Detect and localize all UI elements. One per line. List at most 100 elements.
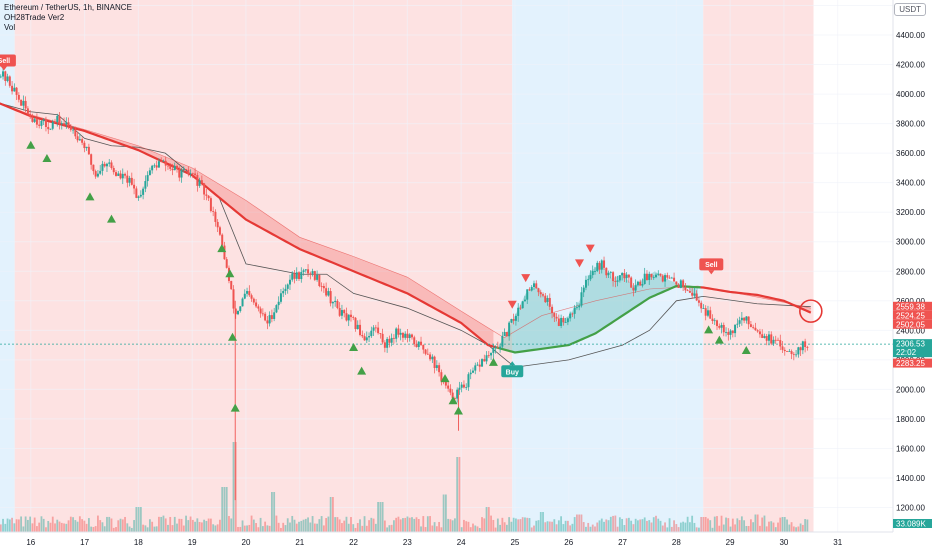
- volume-bar: [191, 519, 194, 532]
- volume-bar: [343, 520, 346, 532]
- symbol-title[interactable]: Ethereum / TetherUS, 1h, BINANCE: [4, 3, 132, 12]
- buy-arrow-icon: [228, 332, 238, 341]
- candle-body: [207, 195, 210, 199]
- candle-body: [643, 273, 646, 285]
- price-tick: 4000.00: [896, 90, 925, 99]
- candle-body: [155, 165, 158, 168]
- candle-body: [252, 298, 255, 303]
- buy-arrow-icon: [230, 403, 240, 412]
- candle-body: [478, 364, 481, 367]
- candle-body: [512, 319, 515, 321]
- volume-bar: [130, 527, 133, 532]
- volume-bar: [743, 520, 746, 532]
- volume-bar: [169, 516, 172, 532]
- volume-bar: [646, 520, 648, 532]
- volume-bar: [214, 525, 217, 532]
- volume-bar: [535, 520, 538, 532]
- candle-body: [232, 289, 235, 309]
- price-tick: 3400.00: [896, 179, 925, 188]
- candle-body: [399, 332, 402, 335]
- candle-body: [675, 281, 678, 285]
- volume-bar: [67, 520, 70, 532]
- candle-body: [469, 372, 472, 375]
- candle-body: [542, 294, 545, 296]
- candle-body: [623, 273, 626, 279]
- stop-line: [0, 102, 811, 368]
- candle-body: [24, 100, 27, 109]
- volume-bar: [546, 521, 549, 532]
- volume-bar: [90, 526, 93, 532]
- volume-bar: [713, 516, 716, 532]
- candle-body: [677, 284, 680, 288]
- volume-bar: [557, 520, 560, 532]
- volume-bar: [295, 523, 298, 532]
- candle-body: [83, 142, 86, 149]
- candle-body: [474, 365, 477, 371]
- candle-body: [569, 313, 572, 319]
- volume-bar: [643, 517, 646, 532]
- volume-bar: [230, 518, 233, 532]
- candle-body: [605, 267, 608, 276]
- candle-body: [334, 300, 337, 303]
- candle-body: [743, 317, 746, 321]
- volume-bar: [637, 520, 639, 532]
- candle-body: [345, 313, 348, 321]
- volume-indicator-name[interactable]: Vol: [4, 23, 16, 32]
- candle-body: [410, 334, 413, 338]
- volume-bar: [650, 522, 653, 532]
- time-tick: 26: [564, 538, 573, 547]
- candle-body: [806, 347, 809, 348]
- volume-bar: [162, 515, 165, 532]
- candle-body: [639, 281, 642, 286]
- volume-bar: [327, 516, 330, 532]
- candle-body: [777, 339, 780, 341]
- candle-body: [230, 280, 233, 290]
- buy-arrow-icon: [357, 366, 367, 375]
- price-axis[interactable]: 1200.001400.001600.001800.002000.002200.…: [892, 0, 932, 550]
- volume-bar: [788, 524, 791, 532]
- volume-bar: [284, 525, 287, 532]
- volume-bar: [45, 527, 47, 532]
- time-tick: 24: [457, 538, 466, 547]
- volume-bar: [503, 522, 506, 532]
- volume-bar: [85, 523, 88, 532]
- candle-body: [765, 336, 768, 341]
- chart-legend: Ethereum / TetherUS, 1h, BINANCE OH28Tra…: [4, 3, 132, 33]
- volume-bar: [261, 526, 264, 532]
- time-axis[interactable]: 16 17 18 19 20 21 22 23 24 25 26 27 28 29 30 31: [0, 531, 893, 550]
- time-tick: 31: [833, 538, 842, 547]
- candle-body: [35, 119, 38, 125]
- candle-body: [130, 177, 133, 185]
- volume-bar: [121, 519, 124, 532]
- candle-body: [374, 327, 377, 329]
- volume-bar: [56, 519, 59, 532]
- price-label-bg: [893, 339, 932, 358]
- candle-body: [187, 169, 190, 175]
- time-tick: 27: [618, 538, 627, 547]
- candle-body: [85, 146, 88, 149]
- volume-bar: [372, 518, 375, 532]
- candle-body: [731, 330, 734, 334]
- volume-bar: [474, 525, 477, 532]
- candle-body: [566, 318, 569, 323]
- volume-bar: [173, 516, 176, 532]
- currency-selector[interactable]: USDT: [894, 3, 926, 16]
- volume-bar: [4, 523, 7, 532]
- volume-bar: [492, 519, 495, 532]
- candle-body: [616, 280, 619, 282]
- candle-body: [720, 324, 723, 328]
- volume-bar: [571, 523, 574, 532]
- time-tick: 28: [672, 538, 681, 547]
- volume-bar: [167, 524, 169, 532]
- candle-body: [42, 119, 45, 121]
- volume-bar: [749, 519, 752, 532]
- candle-body: [661, 275, 664, 282]
- volume-bar: [397, 516, 400, 532]
- candle-body: [293, 273, 296, 279]
- volume-bar: [17, 519, 20, 532]
- volume-bar: [655, 515, 657, 532]
- volume-bar: [203, 519, 206, 532]
- volume-bar: [447, 518, 450, 532]
- indicator-name[interactable]: OH28Trade Ver2: [4, 13, 65, 22]
